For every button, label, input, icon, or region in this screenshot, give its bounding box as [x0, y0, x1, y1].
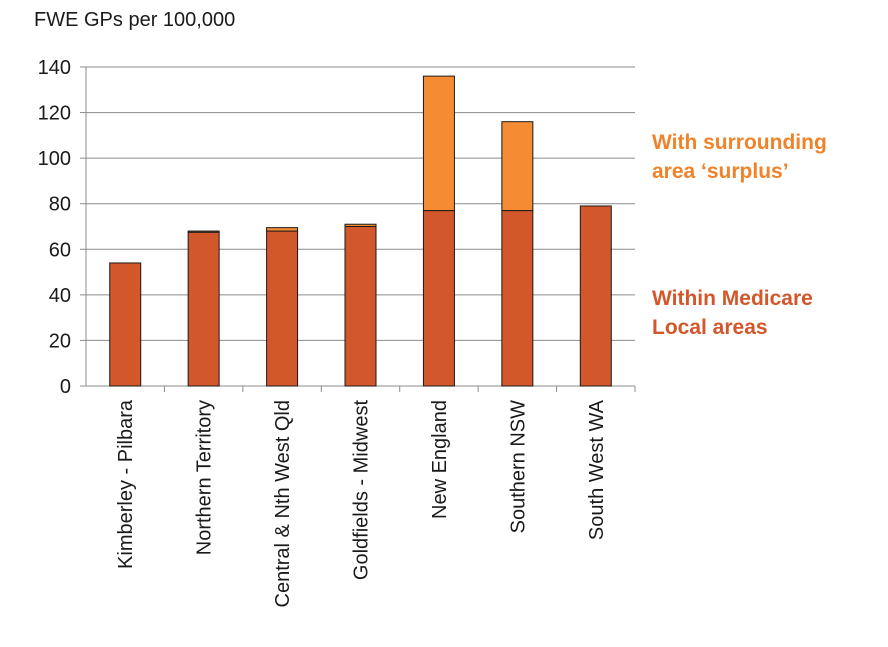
y-tick-label: 80	[49, 194, 71, 216]
legend-surplus: With surrounding area ‘surplus’	[652, 128, 827, 186]
y-axis-title: FWE GPs per 100,000	[34, 9, 236, 31]
x-tick-labels: Kimberley - Pilbara Northern Territory Cen…	[115, 399, 608, 607]
y-tick-label: 100	[38, 148, 71, 170]
y-tick-label: 20	[49, 330, 71, 352]
legend-within: Within Medicare Local areas	[652, 284, 813, 342]
bar-segment-within	[579, 205, 612, 387]
bar-segment-surplus	[501, 121, 534, 212]
bar-segment-within	[187, 231, 220, 387]
x-tick-label: South West WA	[586, 399, 608, 540]
bars	[109, 75, 612, 387]
bar-segment-surplus	[187, 230, 220, 233]
bar-segment-within	[344, 226, 377, 387]
x-tick-label: Central & Nth West Qld	[272, 400, 294, 607]
x-tick-label: Southern NSW	[507, 400, 529, 534]
x-tick-label: Northern Territory	[194, 400, 216, 555]
legend-surplus-line1: With surrounding	[652, 131, 827, 154]
y-tick-label: 140	[38, 57, 71, 79]
bar-segment-surplus	[422, 75, 455, 212]
bar-segment-surplus	[266, 227, 299, 232]
legend-within-line1: Within Medicare	[652, 287, 813, 310]
legend-within-line2: Local areas	[652, 316, 768, 339]
y-tick-label: 40	[49, 285, 71, 307]
y-tick-labels: 0 20 40 60 80 100 120 140	[38, 57, 71, 398]
bar-segment-within	[422, 210, 455, 387]
x-tick-label: New England	[429, 400, 451, 519]
legend-surplus-line2: area ‘surplus’	[652, 160, 789, 183]
bar-segment-surplus	[344, 223, 377, 228]
y-tick-label: 0	[60, 376, 71, 398]
y-tick-label: 60	[49, 239, 71, 261]
x-tick-label: Goldfields - Midwest	[351, 400, 373, 581]
bar-segment-within	[109, 262, 142, 387]
x-tick-label: Kimberley - Pilbara	[115, 399, 137, 569]
bar-segment-within	[266, 230, 299, 387]
y-tick-label: 120	[38, 103, 71, 125]
bar-segment-within	[501, 210, 534, 387]
